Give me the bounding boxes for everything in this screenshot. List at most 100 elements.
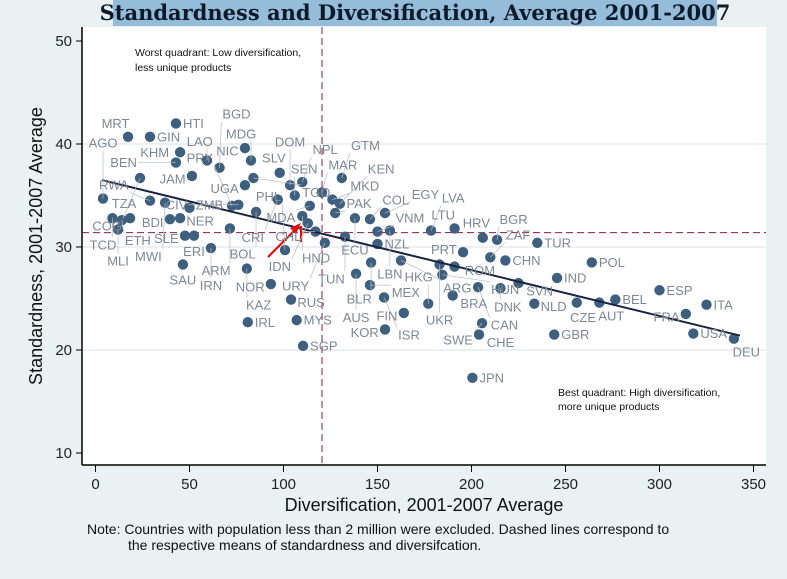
- data-point-fin: [398, 307, 410, 319]
- data-point-hti: [170, 118, 182, 129]
- point-label-mli: MLI: [107, 254, 129, 269]
- data-point-eri: [188, 230, 200, 241]
- title-background: [113, 0, 717, 26]
- label-leader-line: [490, 242, 506, 258]
- x-tick-label: 50: [181, 476, 198, 493]
- point-label-gin: GIN: [157, 129, 180, 144]
- point-label-arm: ARM: [202, 263, 231, 278]
- red-arrow-shaft: [267, 227, 298, 258]
- point-label-bra: BRA: [460, 296, 487, 311]
- point-label-ury: URY: [282, 278, 310, 293]
- data-point-bra: [447, 290, 458, 301]
- point-label-esp: ESP: [667, 283, 693, 298]
- point-label-ner: NER: [186, 214, 213, 229]
- label-leader-line: [384, 201, 411, 214]
- label-leader-line: [496, 226, 499, 240]
- point-label-swe: SWE: [443, 332, 473, 347]
- data-point-sle: [179, 230, 191, 241]
- point-label-egy: EGY: [412, 187, 440, 202]
- data-point-kor: [379, 324, 391, 335]
- label-leader-line: [121, 220, 125, 234]
- point-label-usa: USA: [700, 326, 727, 341]
- data-point-tza: [124, 212, 136, 224]
- point-label-gtm: GTM: [351, 138, 380, 153]
- point-label-arg: ARG: [443, 281, 471, 296]
- point-label-cri: CRI: [242, 230, 264, 245]
- y-tick-label: 40: [55, 136, 72, 153]
- point-label-nld: NLD: [541, 299, 567, 314]
- data-point-mar: [316, 187, 328, 198]
- label-leader-line: [473, 322, 483, 333]
- y-tick-label: 10: [55, 445, 72, 462]
- data-point-pol: [586, 257, 598, 268]
- point-label-dom: DOM: [275, 134, 305, 149]
- data-point-bdi: [164, 213, 176, 225]
- point-label-lao: LAO: [187, 134, 213, 149]
- point-label-sau: SAU: [170, 273, 197, 288]
- point-label-nzl: NZL: [385, 237, 410, 252]
- point-label-mkd: MKD: [350, 178, 379, 193]
- point-label-pak: PAK: [347, 196, 372, 211]
- data-point-jam: [186, 170, 198, 182]
- label-leader-line: [400, 260, 443, 281]
- point-label-cze: CZE: [570, 310, 596, 325]
- point-label-bol: BOL: [230, 247, 256, 262]
- label-leader-line: [296, 205, 310, 211]
- data-point-uga: [239, 180, 251, 191]
- point-label-pol: POL: [599, 255, 625, 270]
- worst-quadrant-annotation-line2: less unique products: [135, 62, 231, 74]
- y-tick-label: 20: [55, 342, 72, 359]
- data-point-aus: [350, 268, 362, 279]
- data-point-lva: [425, 225, 437, 236]
- point-label-mys: MYS: [304, 313, 333, 328]
- point-label-tgo: TGO: [302, 185, 330, 200]
- point-label-jam: JAM: [160, 172, 186, 187]
- point-label-ecu: ECU: [341, 242, 368, 257]
- point-label-zmb: ZMB: [196, 197, 223, 212]
- data-point-nor: [265, 278, 277, 290]
- point-label-irl: IRL: [255, 315, 275, 330]
- point-label-prt: PRT: [431, 242, 457, 257]
- point-label-npl: NPL: [312, 142, 337, 157]
- point-label-vnm: VNM: [395, 210, 424, 225]
- point-label-bel: BEL: [622, 292, 647, 307]
- point-label-fin: FIN: [376, 308, 397, 323]
- data-point-usa: [688, 328, 699, 339]
- data-point-isr: [378, 292, 390, 303]
- data-point-esp: [654, 285, 665, 296]
- point-label-chn: CHN: [512, 253, 540, 268]
- point-label-hun: HUN: [491, 282, 519, 297]
- point-label-aut: AUT: [598, 309, 624, 324]
- point-label-lbn: LBN: [377, 267, 402, 282]
- point-label-mar: MAR: [328, 158, 357, 173]
- data-point-sau: [177, 259, 189, 270]
- data-point-mys: [291, 314, 302, 326]
- label-leader-line: [332, 193, 350, 200]
- point-label-irn: IRN: [200, 278, 222, 293]
- point-label-ita: ITA: [714, 297, 734, 312]
- data-point-tur: [532, 237, 543, 249]
- data-point-fra: [680, 308, 692, 320]
- point-label-uga: UGA: [211, 181, 240, 196]
- y-axis-title: Standardness, 2001-2007 Average: [26, 107, 46, 385]
- point-label-slv: SLV: [262, 150, 286, 165]
- point-label-nor: NOR: [236, 280, 265, 295]
- x-axis-title: Diversification, 2001-2007 Average: [285, 495, 564, 515]
- data-point-ita: [701, 299, 712, 310]
- x-tick-label: 350: [741, 476, 766, 493]
- label-leader-line: [162, 202, 166, 249]
- data-point-ind: [551, 272, 563, 284]
- point-label-ken: KEN: [368, 161, 395, 176]
- point-label-kor: KOR: [351, 325, 379, 340]
- label-leader-line: [321, 172, 328, 193]
- label-leader-line: [219, 121, 222, 168]
- x-tick-label: 250: [553, 476, 578, 493]
- data-point-mrt: [122, 131, 134, 142]
- point-label-mdg: MDG: [226, 127, 256, 142]
- point-label-khm: KHM: [140, 145, 169, 160]
- point-label-sle: SLE: [154, 231, 179, 246]
- point-label-tcd: TCD: [90, 237, 117, 252]
- point-label-che: CHE: [487, 335, 515, 350]
